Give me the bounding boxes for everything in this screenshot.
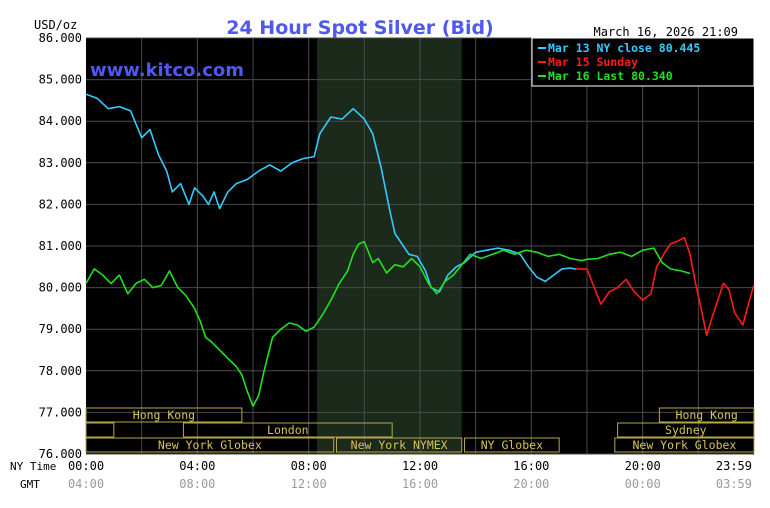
session-label: London <box>267 423 309 437</box>
session-box <box>85 437 335 453</box>
y-tick-label: 76.000 <box>39 447 82 461</box>
x-axis-gmt-label: GMT <box>20 478 40 491</box>
y-tick-label: 81.000 <box>39 239 82 253</box>
session-label: New York Globex <box>158 438 262 452</box>
session-box <box>658 407 755 423</box>
x-tick-label-gmt: 00:00 <box>625 477 661 491</box>
x-tick-label-ny: 23:59 <box>716 459 752 473</box>
watermark: www.kitco.com <box>90 60 244 81</box>
x-tick-label-ny: 00:00 <box>68 459 104 473</box>
x-tick-label-gmt: 16:00 <box>402 477 438 491</box>
session-box <box>617 422 755 438</box>
legend-box <box>531 37 755 87</box>
legend: Mar 13 NY close 80.445 Mar 15 Sunday Mar… <box>531 37 755 87</box>
y-tick-label: 82.000 <box>39 197 82 211</box>
session-box <box>85 422 115 438</box>
x-tick-label-ny: 08:00 <box>291 459 327 473</box>
series-line-2 <box>85 241 691 407</box>
y-tick-label: 78.000 <box>39 364 82 378</box>
x-tick-label-gmt: 12:00 <box>291 477 327 491</box>
x-tick-label-gmt: 20:00 <box>513 477 549 491</box>
session-label: Hong Kong <box>676 408 738 422</box>
session-label: New York Globex <box>632 438 736 452</box>
session-label: NY Globex <box>481 438 543 452</box>
legend-item-ny-close: Mar 13 NY close 80.445 <box>548 41 700 55</box>
y-tick-label: 77.000 <box>39 405 82 419</box>
legend-item-last: Mar 16 Last 80.340 <box>548 69 673 83</box>
y-tick-label: 79.000 <box>39 322 82 336</box>
y-tick-label: 80.000 <box>39 281 82 295</box>
session-box <box>85 407 243 423</box>
chart-title: 24 Hour Spot Silver (Bid) <box>226 17 493 39</box>
x-tick-label-ny: 20:00 <box>625 459 661 473</box>
session-box <box>336 437 463 453</box>
session-box <box>182 422 393 438</box>
session-box <box>614 437 755 453</box>
series-line-1 <box>575 236 755 337</box>
y-axis-unit: USD/oz <box>34 18 77 32</box>
x-axis-ny-label: NY Time <box>10 460 56 473</box>
x-tick-label-ny: 12:00 <box>402 459 438 473</box>
y-tick-label: 84.000 <box>39 114 82 128</box>
series-line-0 <box>85 93 577 293</box>
x-tick-label-gmt: 08:00 <box>179 477 215 491</box>
session-label: New York NYMEX <box>351 438 448 452</box>
x-tick-label-ny: 04:00 <box>179 459 215 473</box>
x-tick-label-gmt: 04:00 <box>68 477 104 491</box>
y-tick-label: 83.000 <box>39 156 82 170</box>
x-tick-label-gmt: 03:59 <box>716 477 752 491</box>
y-tick-label: 85.000 <box>39 73 82 87</box>
x-tick-label-ny: 16:00 <box>513 459 549 473</box>
session-label: Sydney <box>665 423 707 437</box>
legend-item-sunday: Mar 15 Sunday <box>548 55 638 69</box>
chart-timestamp: March 16, 2026 21:09 <box>594 25 739 39</box>
y-tick-label: 86.000 <box>39 31 82 45</box>
session-box <box>464 437 560 453</box>
session-label: Hong Kong <box>133 408 195 422</box>
